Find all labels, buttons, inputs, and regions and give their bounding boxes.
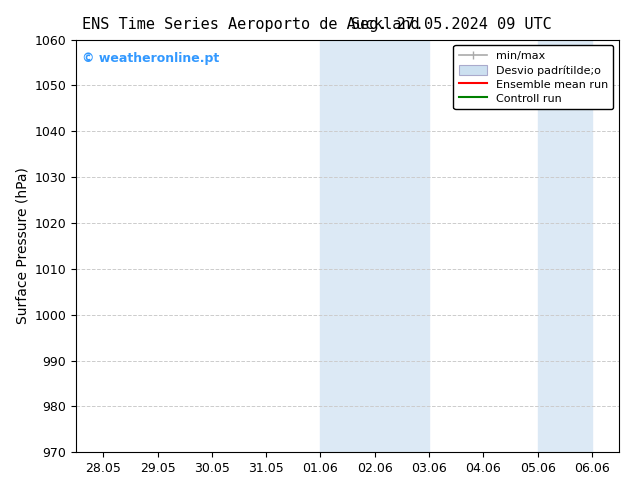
Text: Seg. 27.05.2024 09 UTC: Seg. 27.05.2024 09 UTC [351, 17, 552, 32]
Legend: min/max, Desvio padrítilde;o, Ensemble mean run, Controll run: min/max, Desvio padrítilde;o, Ensemble m… [453, 45, 614, 109]
Text: © weatheronline.pt: © weatheronline.pt [82, 52, 219, 65]
Bar [320, 40, 429, 452]
Text: ENS Time Series Aeroporto de Auckland: ENS Time Series Aeroporto de Auckland [82, 17, 420, 32]
Bar [538, 40, 592, 452]
Y-axis label: Surface Pressure (hPa): Surface Pressure (hPa) [15, 168, 29, 324]
